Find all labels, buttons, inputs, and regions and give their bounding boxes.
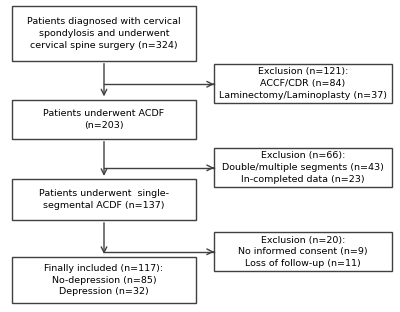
Text: In-completed data (n=23): In-completed data (n=23) [241, 175, 365, 184]
Text: Patients underwent  single-: Patients underwent single- [39, 189, 169, 198]
Text: No-depression (n=85): No-depression (n=85) [52, 275, 156, 285]
Text: Patients diagnosed with cervical: Patients diagnosed with cervical [27, 17, 181, 26]
Text: segmental ACDF (n=137): segmental ACDF (n=137) [43, 201, 165, 210]
Text: Exclusion (n=66):: Exclusion (n=66): [261, 151, 345, 160]
Text: Loss of follow-up (n=11): Loss of follow-up (n=11) [245, 259, 361, 268]
Text: Double/multiple segments (n=43): Double/multiple segments (n=43) [222, 163, 384, 172]
Text: cervical spine surgery (n=324): cervical spine surgery (n=324) [30, 41, 178, 50]
FancyBboxPatch shape [12, 100, 196, 139]
Text: (n=203): (n=203) [84, 121, 124, 130]
Text: spondylosis and underwent: spondylosis and underwent [39, 29, 169, 38]
FancyBboxPatch shape [12, 6, 196, 61]
FancyBboxPatch shape [12, 179, 196, 220]
Text: Exclusion (n=20):: Exclusion (n=20): [261, 236, 345, 245]
Text: ACCF/CDR (n=84): ACCF/CDR (n=84) [260, 79, 346, 88]
FancyBboxPatch shape [214, 148, 392, 187]
Text: Finally included (n=117):: Finally included (n=117): [44, 264, 164, 273]
FancyBboxPatch shape [12, 257, 196, 303]
Text: No informed consent (n=9): No informed consent (n=9) [238, 247, 368, 256]
Text: Exclusion (n=121):: Exclusion (n=121): [258, 67, 348, 76]
FancyBboxPatch shape [214, 232, 392, 271]
FancyBboxPatch shape [214, 64, 392, 103]
Text: Depression (n=32): Depression (n=32) [59, 287, 149, 296]
Text: Laminectomy/Laminoplasty (n=37): Laminectomy/Laminoplasty (n=37) [219, 91, 387, 100]
Text: Patients underwent ACDF: Patients underwent ACDF [44, 109, 164, 118]
